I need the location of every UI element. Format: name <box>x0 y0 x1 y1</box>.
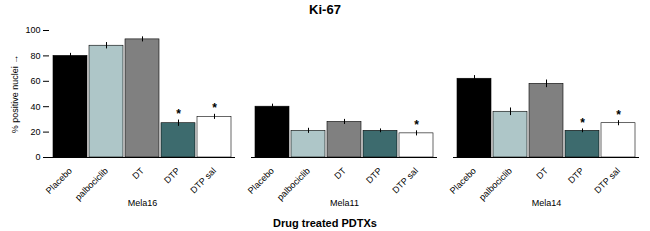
svg-text:palbociclib: palbociclib <box>73 166 110 203</box>
svg-text:100: 100 <box>25 25 40 35</box>
svg-text:DTP: DTP <box>162 166 182 186</box>
svg-text:% positive nuclei →: % positive nuclei → <box>10 55 20 134</box>
html-text:Drug treated PDTXs: Drug treated PDTXs <box>273 217 377 229</box>
svg-text:60: 60 <box>30 76 40 86</box>
svg-text:80: 80 <box>30 51 40 61</box>
svg-text:DTP sal: DTP sal <box>592 166 622 196</box>
svg-text:DT: DT <box>332 165 348 181</box>
svg-text:*: * <box>176 107 181 121</box>
html-text:Ki-67: Ki-67 <box>309 2 341 17</box>
svg-text:DTP: DTP <box>364 166 384 186</box>
svg-text:DTP sal: DTP sal <box>390 166 420 196</box>
svg-text:0: 0 <box>35 152 40 162</box>
svg-text:DT: DT <box>534 165 550 181</box>
svg-text:Mela11: Mela11 <box>330 198 359 208</box>
svg-text:*: * <box>212 101 217 115</box>
svg-text:Placebo: Placebo <box>448 166 478 196</box>
svg-text:*: * <box>580 116 585 130</box>
svg-text:Mela14: Mela14 <box>532 198 562 208</box>
svg-text:40: 40 <box>30 102 40 112</box>
svg-text:Mela16: Mela16 <box>128 198 158 208</box>
svg-text:DT: DT <box>130 165 146 181</box>
svg-text:20: 20 <box>30 127 40 137</box>
svg-text:palbociclib: palbociclib <box>275 166 312 203</box>
svg-text:Placebo: Placebo <box>44 166 74 196</box>
svg-text:*: * <box>616 108 621 122</box>
svg-text:palbociclib: palbociclib <box>477 166 514 203</box>
svg-text:Placebo: Placebo <box>246 166 276 196</box>
svg-text:DTP sal: DTP sal <box>188 166 218 196</box>
svg-text:*: * <box>414 118 419 132</box>
svg-text:DTP: DTP <box>566 166 586 186</box>
